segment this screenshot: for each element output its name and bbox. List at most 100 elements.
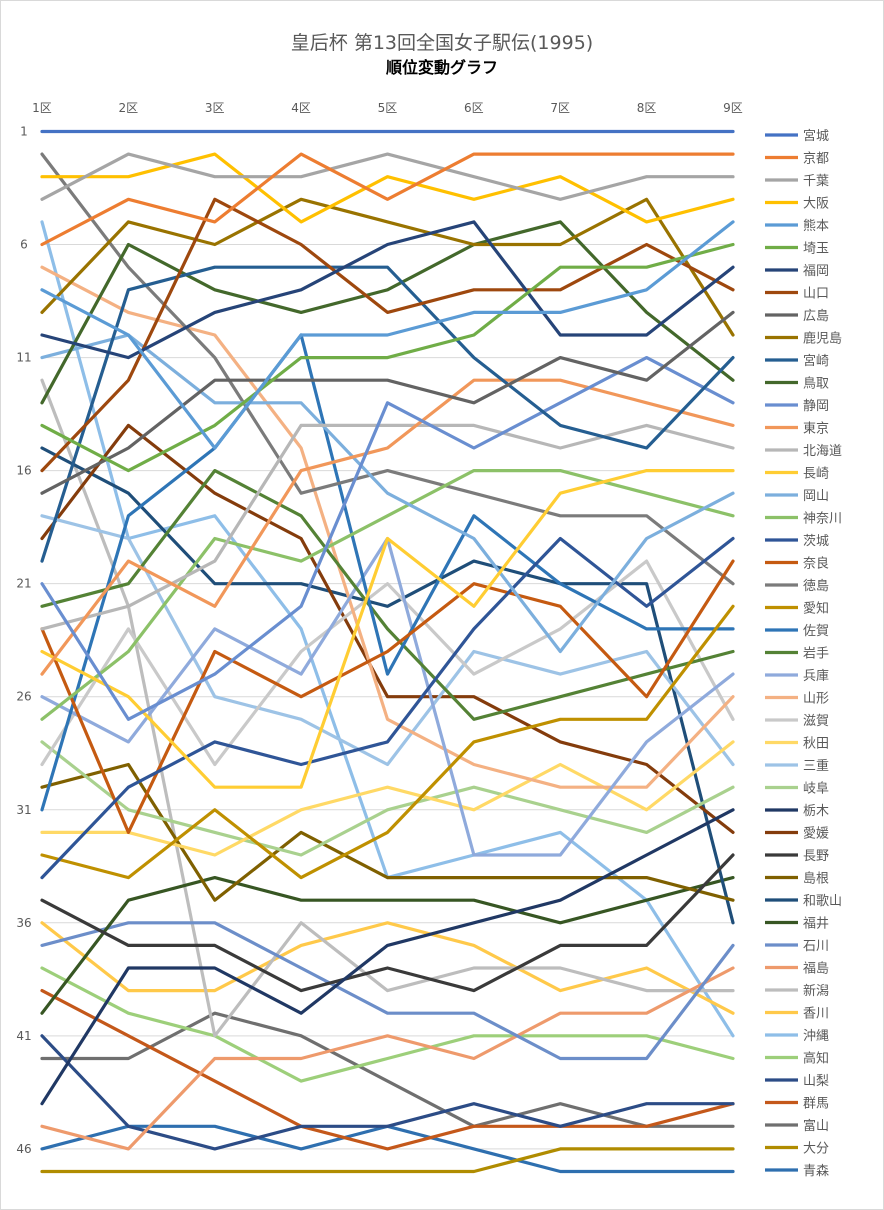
legend: 宮城京都千葉大阪熊本埼玉福岡山口広島鹿児島宮崎鳥取静岡東京北海道長崎岡山神奈川茨… bbox=[765, 128, 842, 1179]
series-line bbox=[40, 378, 735, 676]
x-tick-label: 2区 bbox=[119, 101, 139, 115]
series-line bbox=[40, 220, 735, 360]
series-line bbox=[40, 152, 735, 247]
x-tick-label: 9区 bbox=[723, 101, 743, 115]
series-line bbox=[40, 966, 735, 1151]
legend-label: 茨城 bbox=[803, 534, 829, 549]
y-tick-label: 36 bbox=[16, 916, 31, 930]
legend-label: 秋田 bbox=[803, 737, 829, 752]
series-line bbox=[40, 988, 735, 1151]
series-line bbox=[40, 423, 735, 631]
series-line bbox=[40, 1147, 735, 1174]
legend-label: 福井 bbox=[803, 917, 829, 932]
series-line bbox=[40, 1034, 735, 1151]
series-line bbox=[40, 242, 735, 473]
series-line bbox=[40, 469, 735, 789]
legend-label: 奈良 bbox=[803, 556, 829, 572]
legend-label: 鳥取 bbox=[803, 377, 829, 392]
y-tick-label: 6 bbox=[20, 238, 28, 252]
legend-label: 山梨 bbox=[803, 1074, 829, 1089]
legend-label: 大阪 bbox=[803, 197, 829, 212]
legend-label: 北海道 bbox=[803, 444, 842, 459]
series-line bbox=[40, 220, 735, 405]
legend-label: 栃木 bbox=[803, 804, 829, 819]
y-tick-label: 11 bbox=[16, 351, 31, 365]
x-tick-label: 1区 bbox=[32, 101, 52, 115]
series-line bbox=[40, 875, 735, 1015]
legend-label: 東京 bbox=[803, 421, 829, 437]
series-line bbox=[40, 197, 735, 473]
series-lines bbox=[40, 129, 735, 1174]
legend-label: 佐賀 bbox=[803, 624, 829, 639]
legend-label: 群馬 bbox=[803, 1097, 829, 1112]
legend-label: 広島 bbox=[803, 309, 829, 324]
legend-label: 山形 bbox=[803, 692, 829, 707]
series-line bbox=[40, 921, 735, 1015]
series-line bbox=[40, 921, 735, 1061]
legend-label: 大分 bbox=[803, 1142, 829, 1157]
series-line bbox=[40, 514, 735, 767]
series-line bbox=[40, 378, 735, 1038]
y-tick-label: 26 bbox=[16, 690, 31, 704]
legend-label: 徳島 bbox=[803, 579, 829, 594]
series-line bbox=[40, 333, 735, 812]
legend-label: 熊本 bbox=[803, 218, 829, 234]
chart-title: 皇后杯 第13回全国女子駅伝(1995) bbox=[290, 32, 594, 54]
series-line bbox=[40, 220, 735, 450]
series-line bbox=[40, 333, 735, 654]
series-line bbox=[40, 423, 735, 835]
series-line bbox=[40, 152, 735, 201]
legend-label: 愛媛 bbox=[803, 827, 829, 842]
legend-label: 高知 bbox=[803, 1051, 829, 1067]
chart-subtitle: 順位変動グラフ bbox=[385, 58, 498, 77]
legend-label: 三重 bbox=[803, 758, 829, 774]
legend-label: 石川 bbox=[803, 939, 829, 954]
y-tick-label: 46 bbox=[16, 1142, 31, 1156]
legend-label: 富山 bbox=[803, 1118, 829, 1134]
legend-label: 福岡 bbox=[803, 264, 829, 279]
legend-label: 千葉 bbox=[803, 174, 829, 189]
x-tick-label: 7区 bbox=[550, 101, 570, 115]
series-line bbox=[40, 536, 735, 880]
series-line bbox=[40, 197, 735, 337]
y-tick-label: 21 bbox=[16, 577, 31, 591]
series-line bbox=[40, 469, 735, 721]
series-line bbox=[40, 762, 735, 902]
legend-label: 愛知 bbox=[803, 601, 829, 617]
series-line bbox=[40, 808, 735, 1106]
legend-label: 和歌山 bbox=[803, 894, 842, 909]
series-line bbox=[40, 310, 735, 495]
legend-label: 岡山 bbox=[803, 489, 829, 504]
legend-label: 香川 bbox=[803, 1007, 829, 1022]
series-line bbox=[40, 740, 735, 857]
series-line bbox=[40, 152, 735, 224]
legend-label: 島根 bbox=[803, 872, 829, 887]
series-line bbox=[40, 966, 735, 1083]
legend-label: 兵庫 bbox=[803, 669, 829, 684]
legend-label: 鹿児島 bbox=[803, 331, 842, 347]
legend-label: 新潟 bbox=[803, 983, 829, 999]
legend-label: 岩手 bbox=[803, 647, 829, 662]
legend-label: 長野 bbox=[803, 849, 829, 864]
legend-label: 静岡 bbox=[803, 399, 829, 414]
series-line bbox=[40, 265, 735, 563]
y-tick-label: 41 bbox=[16, 1029, 31, 1043]
x-tick-label: 8区 bbox=[637, 101, 657, 115]
legend-label: 山口 bbox=[803, 287, 829, 302]
legend-label: 埼玉 bbox=[803, 242, 829, 257]
legend-label: 青森 bbox=[803, 1164, 829, 1179]
series-line bbox=[40, 604, 735, 880]
x-axis-ticks: 1区 2区 3区 4区 5区 6区 7区 8区 9区 bbox=[32, 101, 743, 115]
x-tick-label: 5区 bbox=[378, 101, 398, 115]
legend-label: 神奈川 bbox=[803, 512, 842, 527]
x-tick-label: 3区 bbox=[205, 101, 225, 115]
series-line bbox=[40, 853, 735, 993]
legend-label: 京都 bbox=[803, 152, 829, 167]
legend-label: 宮崎 bbox=[803, 353, 829, 369]
y-tick-label: 1 bbox=[20, 125, 28, 139]
series-line bbox=[40, 1011, 735, 1128]
x-tick-label: 6区 bbox=[464, 101, 484, 115]
